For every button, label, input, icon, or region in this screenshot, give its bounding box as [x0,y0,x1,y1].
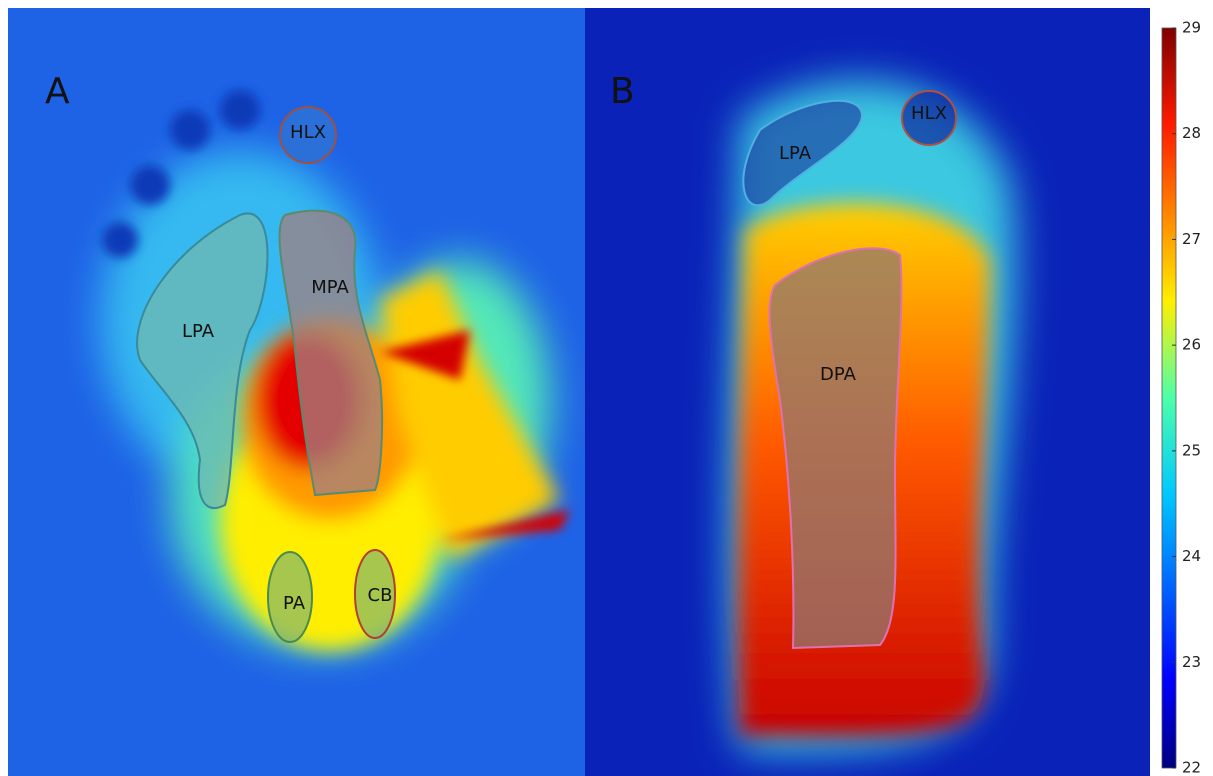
region-label: LPA [779,143,812,164]
region-label: PA [283,593,306,614]
tick-label: 24 [1182,547,1201,565]
tick-label: 25 [1182,441,1201,459]
colorbar-scale [1162,28,1176,768]
panel-label: A [45,71,70,112]
panel-label: B [610,71,635,112]
figure: A HLX LPA MPA PA CB B LPA HLX DPA 22 23 24… [0,0,1213,776]
tick-label: 27 [1182,230,1201,248]
tick-label: 29 [1182,19,1201,37]
thermal-image-a: A HLX LPA MPA PA CB [8,8,585,776]
region-label: MPA [311,277,349,298]
tick-label: 22 [1182,759,1201,776]
tick-label: 26 [1182,336,1201,354]
tick-label: 28 [1182,124,1201,142]
colorbar: 22 23 24 25 26 27 28 29 [1162,19,1201,776]
region-label: HLX [911,103,947,124]
thermal-image-b: B LPA HLX DPA [585,8,1150,776]
tick-label: 23 [1182,653,1201,671]
region-label: CB [368,585,393,606]
region-label: DPA [820,364,857,385]
region-label: HLX [290,122,326,143]
region-label: LPA [182,321,215,342]
